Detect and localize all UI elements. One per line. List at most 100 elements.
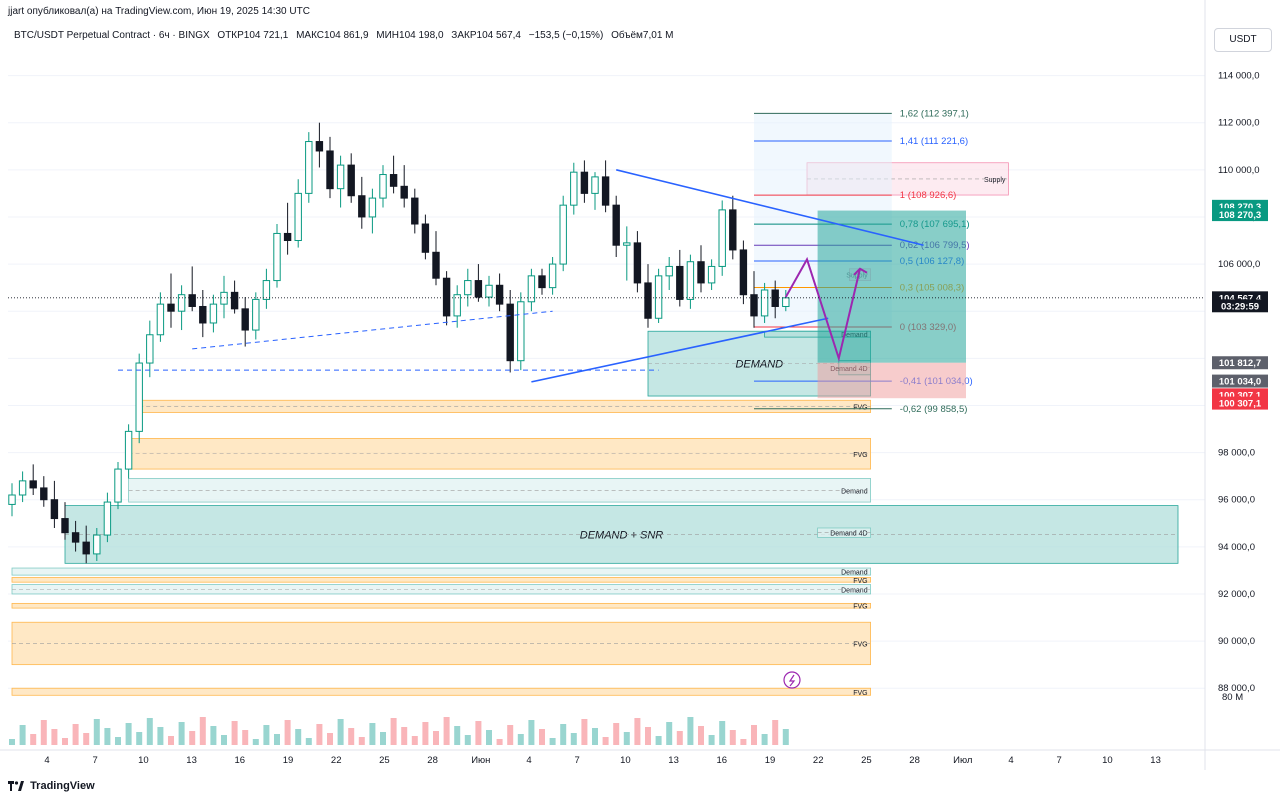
time-tick-label: 4	[1008, 755, 1013, 766]
volume-bar	[549, 738, 556, 745]
published-line: jjart опубликовал(а) на TradingView.com,…	[8, 6, 310, 17]
price-tag	[1212, 356, 1268, 370]
time-tick-label: 22	[813, 755, 824, 766]
zone-label: Demand 4D	[830, 531, 867, 538]
volume-bar	[369, 723, 376, 745]
candle-body	[612, 204, 620, 246]
candle-body	[707, 265, 716, 284]
price-tick-label: 106 000,0	[1218, 259, 1260, 270]
zone-label: FVG	[853, 452, 867, 459]
volume-bar	[19, 725, 26, 745]
candle-body	[114, 468, 122, 503]
candle-body	[305, 141, 313, 194]
zone-label: FVG	[853, 641, 867, 648]
candle-body	[527, 275, 536, 303]
candle-body	[273, 232, 281, 282]
volume-bar	[751, 725, 757, 745]
volume-bar	[634, 718, 641, 745]
volume-bar	[655, 736, 662, 745]
candle-body	[294, 192, 302, 242]
brand-label: TradingView	[30, 780, 95, 792]
candle-body	[103, 501, 112, 536]
time-tick-label: 4	[526, 755, 531, 766]
candle-body	[82, 541, 90, 555]
candle-body	[146, 334, 154, 364]
candle-body	[453, 294, 461, 317]
volume-bar	[168, 736, 174, 745]
price-tag-label: 100 307,1	[1219, 399, 1262, 410]
candle-body	[517, 301, 525, 362]
candle-body	[485, 284, 493, 298]
volume-bar	[62, 738, 68, 745]
candle-body	[644, 282, 652, 319]
volume-bar	[464, 735, 471, 745]
volume-bar	[189, 731, 196, 745]
candle-body	[771, 289, 779, 307]
price-tag	[1212, 299, 1268, 313]
candle-body	[71, 532, 80, 543]
candle-body	[336, 164, 345, 190]
tradingview-footer: TradingView	[8, 780, 95, 792]
ohlc-close: ЗАКР104 567,4	[451, 30, 521, 41]
candle-body	[411, 197, 419, 225]
volume-bar	[592, 728, 598, 745]
time-tick-label: 10	[1102, 755, 1113, 766]
tradingview-logo-icon	[8, 781, 24, 792]
symbol-name[interactable]: BTC/USDT Perpetual Contract · 6ч · BINGX	[14, 30, 210, 41]
volume-bar	[613, 723, 620, 745]
candle-body	[633, 242, 642, 284]
zone-label: FVG	[853, 404, 867, 411]
volume-bar	[305, 738, 312, 745]
volume-bar	[274, 734, 280, 745]
candle-body	[262, 280, 271, 300]
volume-bar	[433, 731, 439, 745]
projection-arrowhead-icon	[853, 267, 868, 276]
candle-body	[230, 291, 239, 310]
volume-bar	[411, 736, 418, 745]
zone-label: FVG	[853, 604, 867, 611]
volume-bar	[528, 720, 535, 745]
ohlc-open: ОТКР104 721,1	[217, 30, 289, 41]
candle-body	[495, 284, 504, 305]
candle-body	[368, 197, 377, 218]
volume-axis-label: 80 M	[1222, 692, 1243, 703]
volume-bar	[125, 723, 132, 745]
candle-body	[474, 280, 483, 298]
volume-bar	[221, 735, 227, 745]
volume-bar	[337, 719, 344, 745]
time-tick-label: 10	[138, 755, 149, 766]
price-tag-label: 108 270,3	[1219, 210, 1261, 221]
candle-body	[209, 303, 218, 324]
time-tick-label: 28	[909, 755, 920, 766]
price-tag-label: 03:29:59	[1221, 301, 1259, 312]
time-tick-label: 13	[668, 755, 679, 766]
volume-bar	[698, 726, 704, 745]
volume-bar	[719, 721, 726, 745]
volume-bar	[284, 720, 291, 745]
price-tag	[1212, 208, 1268, 222]
price-tag	[1212, 374, 1268, 388]
candle-body	[40, 487, 48, 501]
volume-bar	[146, 718, 153, 745]
candle-body	[29, 480, 37, 489]
currency-button[interactable]: USDT	[1214, 28, 1272, 52]
position-loss-zone	[817, 362, 966, 399]
zone-label: DEMAND	[735, 359, 783, 371]
volume-bar	[666, 722, 673, 745]
volume-bar	[645, 727, 651, 745]
candle-body	[432, 251, 440, 279]
volume-bar	[623, 732, 630, 745]
time-tick-label: 7	[575, 755, 580, 766]
volume-bar	[475, 721, 482, 745]
volume-bar	[30, 734, 37, 745]
candle-body	[315, 141, 324, 152]
volume-bar	[708, 735, 715, 745]
candle-body	[220, 291, 228, 305]
time-tick-label: 7	[1057, 755, 1062, 766]
ohlc-high: МАКС104 861,9	[296, 30, 369, 41]
zone-fvg	[11, 577, 871, 583]
volume-bar	[517, 734, 524, 745]
candle-body	[8, 494, 16, 505]
candle-body	[676, 265, 684, 300]
